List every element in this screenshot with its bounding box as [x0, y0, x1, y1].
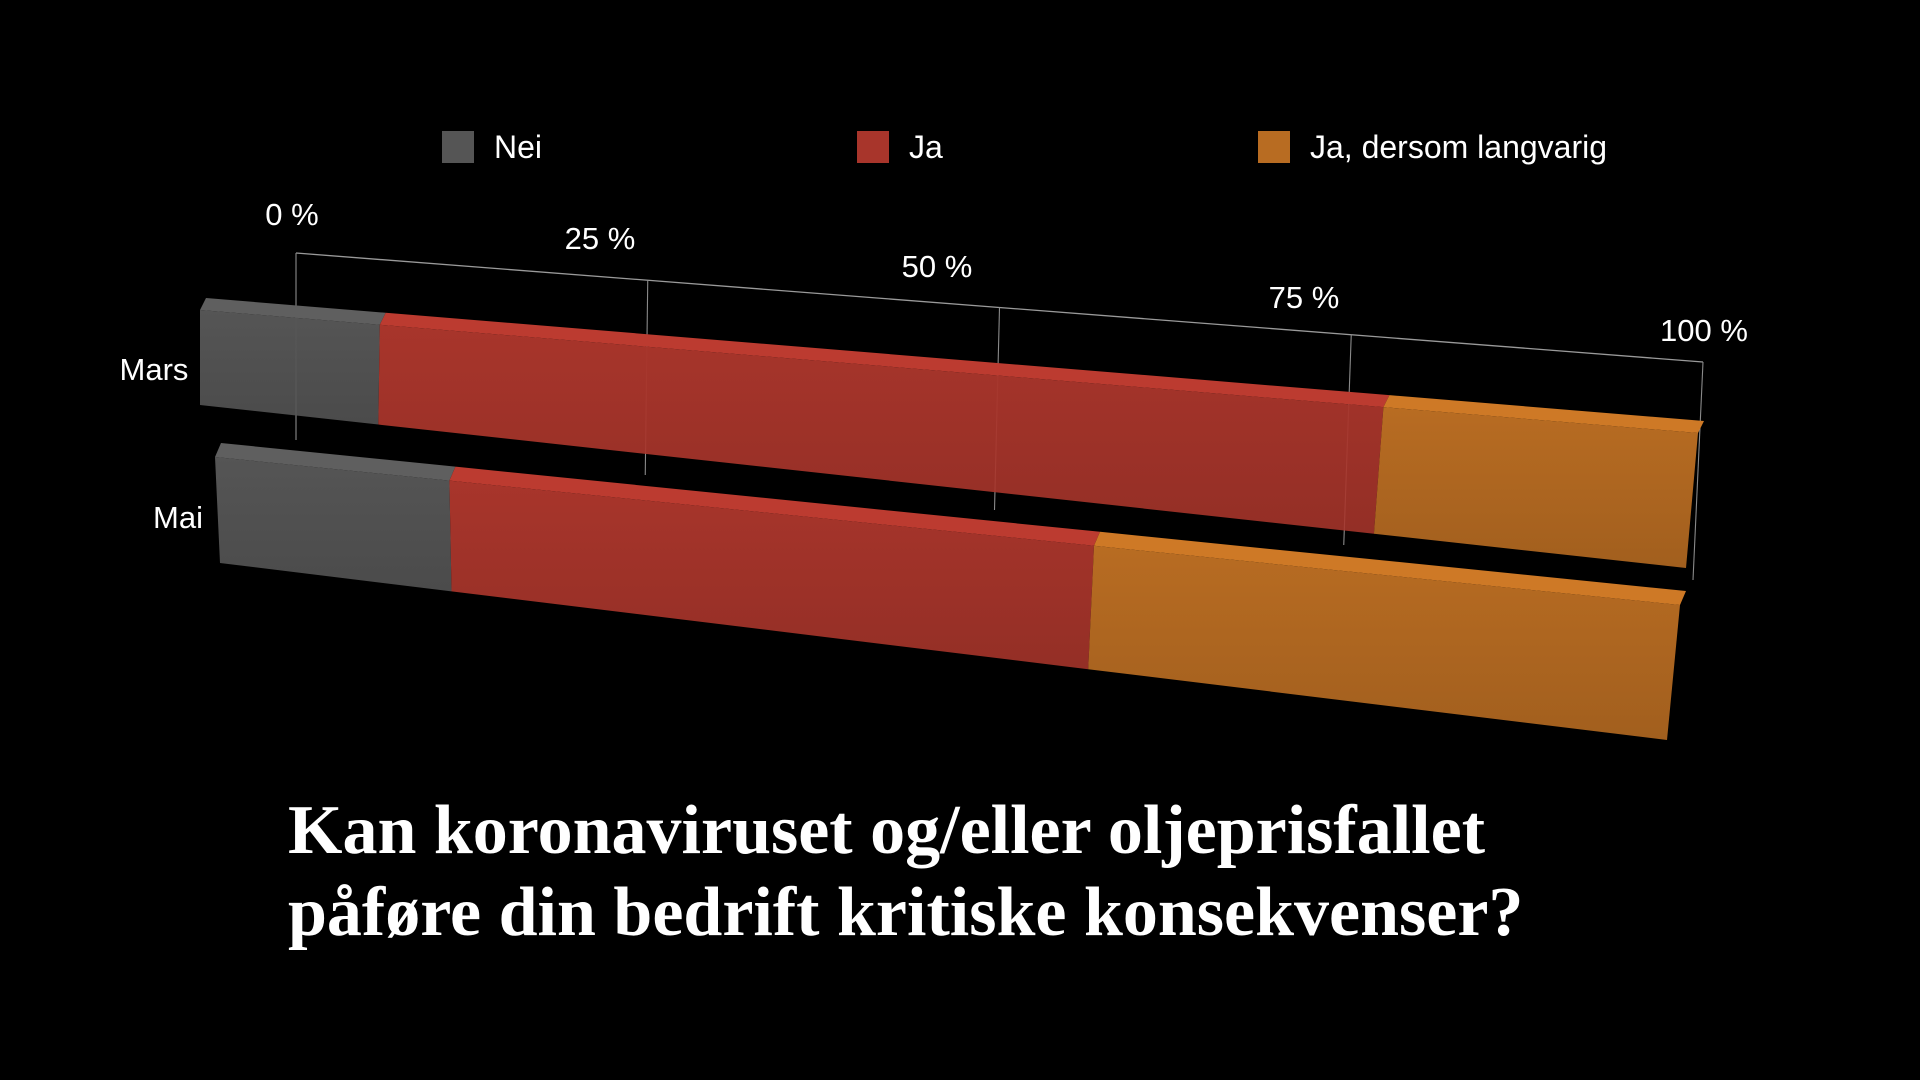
- legend-item-ja: Ja: [857, 127, 943, 167]
- tick-label-75: 75 %: [1269, 280, 1340, 315]
- legend-label-ja-langvarig: Ja, dersom langvarig: [1310, 128, 1608, 165]
- bar-segment-mars-2: [1373, 407, 1698, 568]
- bar-segment-mars-0: [200, 310, 380, 425]
- bar-segment-mai-2: [1088, 545, 1680, 740]
- tick-label-0: 0 %: [265, 197, 318, 232]
- bar-segment-mars-1: [378, 324, 1384, 534]
- bar-top-mai-2: [1094, 531, 1686, 605]
- legend-swatch-ja: [857, 131, 889, 163]
- bar-top-mars-2: [1383, 395, 1704, 433]
- label-layer: 0 % 25 % 50 % 75 % 100 % Mars Mai: [120, 197, 1748, 535]
- bar-segment-mai-0: [215, 457, 452, 592]
- bar-top-mai-0: [215, 443, 456, 481]
- gridline-100: [1692, 361, 1704, 581]
- tick-label-25: 25 %: [565, 221, 636, 256]
- legend-item-nei: Nei: [442, 127, 542, 167]
- chart-title-line-1: Kan koronaviruset og/eller oljeprisfalle…: [288, 792, 1486, 869]
- chart-title: Kan koronaviruset og/eller oljeprisfalle…: [288, 790, 1788, 954]
- legend-label-ja: Ja: [909, 128, 943, 165]
- tick-label-100: 100 %: [1660, 313, 1748, 348]
- stacked-bar-chart: 0 % 25 % 50 % 75 % 100 % Mars Mai: [120, 197, 1748, 740]
- tick-label-50: 50 %: [902, 249, 973, 284]
- legend-swatch-ja-langvarig: [1258, 131, 1290, 163]
- category-label-mars: Mars: [120, 352, 189, 387]
- bar-top-mai-1: [449, 466, 1100, 546]
- chart-title-line-2: påføre din bedrift kritiske konsekvenser…: [288, 874, 1524, 951]
- legend-label-nei: Nei: [494, 128, 543, 165]
- legend-swatch-nei: [442, 131, 474, 163]
- bar-top-mars-1: [379, 312, 1390, 408]
- legend-item-ja-langvarig: Ja, dersom langvarig: [1258, 127, 1607, 167]
- category-label-mai: Mai: [153, 500, 203, 535]
- bar-layer: [200, 298, 1704, 740]
- bar-top-mars-0: [200, 298, 386, 325]
- bar-segment-mai-1: [449, 480, 1094, 670]
